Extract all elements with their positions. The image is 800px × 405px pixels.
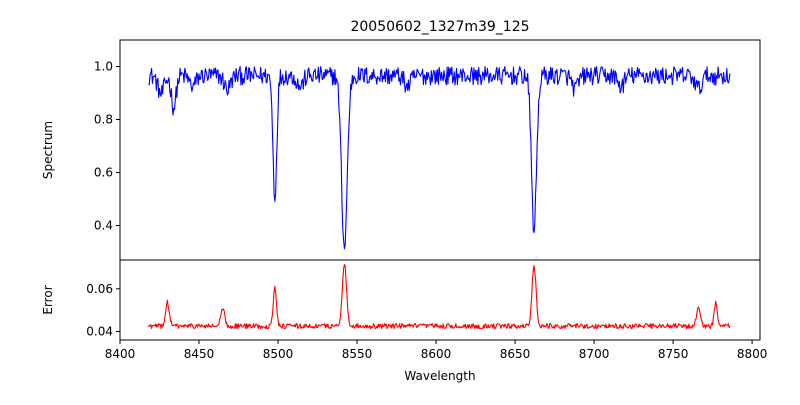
spectrum-y-tick-label: 0.8 xyxy=(94,113,113,127)
x-tick-label: 8550 xyxy=(342,347,373,361)
x-tick-label: 8500 xyxy=(263,347,294,361)
error-y-tick-label: 0.06 xyxy=(86,282,113,296)
x-tick-label: 8600 xyxy=(421,347,452,361)
x-tick-label: 8750 xyxy=(658,347,689,361)
spectrum-panel: 0.4 0.6 0.8 1.0 Spectrum xyxy=(41,39,761,261)
spectrum-y-ticks: 0.4 0.6 0.8 1.0 xyxy=(94,60,120,233)
spectrum-y-tick-label: 1.0 xyxy=(94,60,113,74)
error-y-axis-label: Error xyxy=(41,285,55,314)
x-tick-label: 8700 xyxy=(579,347,610,361)
x-axis-ticks: 8400 8450 8500 8550 8600 8650 8700 8750 8800 xyxy=(105,340,768,361)
x-tick-label: 8800 xyxy=(737,347,768,361)
error-panel: 0.04 0.06 Error xyxy=(41,259,761,341)
spectrum-line-layer xyxy=(148,65,731,250)
spectrum-series-line xyxy=(148,65,731,250)
spectrum-y-tick-label: 0.4 xyxy=(94,219,113,233)
error-y-ticks: 0.04 0.06 xyxy=(86,282,120,338)
x-tick-label: 8450 xyxy=(184,347,215,361)
error-line-layer xyxy=(147,263,731,330)
spectrum-y-axis-label: Spectrum xyxy=(41,121,55,179)
chart-title: 20050602_1327m39_125 xyxy=(350,19,529,35)
error-series-line xyxy=(147,263,731,330)
x-axis-label: Wavelength xyxy=(404,369,475,383)
x-tick-label: 8650 xyxy=(500,347,531,361)
error-plot-frame xyxy=(119,259,761,341)
spectrum-y-tick-label: 0.6 xyxy=(94,166,113,180)
error-y-tick-label: 0.04 xyxy=(86,324,113,338)
x-tick-label: 8400 xyxy=(105,347,136,361)
